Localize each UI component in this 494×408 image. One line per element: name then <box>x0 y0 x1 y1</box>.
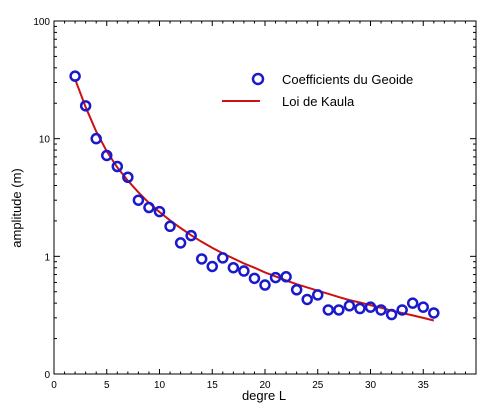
x-tick-label: 30 <box>365 380 377 391</box>
data-point <box>90 132 102 145</box>
x-tick-label: 5 <box>104 380 110 391</box>
data-point <box>185 229 197 242</box>
data-point <box>301 293 313 306</box>
y-tick-label: 100 <box>33 17 50 28</box>
data-point <box>101 149 113 162</box>
data-point <box>428 307 440 319</box>
legend-label-kaula: Loi de Kaula <box>282 94 355 109</box>
data-point <box>79 100 92 112</box>
data-point <box>132 194 145 206</box>
data-point <box>248 272 261 285</box>
data-point <box>290 284 303 296</box>
data-point <box>312 289 324 301</box>
series-kaula <box>74 78 435 322</box>
data-point <box>122 171 134 183</box>
data-point <box>417 301 429 313</box>
legend-marker-geoide <box>251 72 265 86</box>
x-tick-label: 0 <box>51 380 57 391</box>
data-point <box>343 300 356 312</box>
data-point <box>69 70 81 82</box>
data-point <box>406 297 419 309</box>
data-point <box>164 220 176 233</box>
y-axis-label: amplitude (m) <box>9 168 24 247</box>
y-axis-ticks: 0 1 10 100 <box>33 17 476 381</box>
x-tick-label: 15 <box>207 380 219 391</box>
data-point <box>322 304 335 316</box>
data-point <box>143 201 155 214</box>
y-tick-label: 1 <box>44 252 50 263</box>
x-tick-label: 35 <box>418 380 430 391</box>
data-point <box>238 265 250 277</box>
legend: Coefficients du Geoide Loi de Kaula <box>222 72 413 109</box>
data-point <box>385 308 398 321</box>
data-point <box>375 304 387 316</box>
data-point <box>217 252 229 264</box>
data-point <box>195 253 208 265</box>
data-point <box>111 160 124 173</box>
x-tick-label: 20 <box>259 380 271 391</box>
data-point <box>259 279 271 291</box>
data-point <box>280 271 292 283</box>
kaula-line <box>74 78 435 322</box>
data-point <box>364 301 377 313</box>
x-axis-label: degre L <box>242 388 286 403</box>
data-point <box>396 304 408 316</box>
legend-label-geoide: Coefficients du Geoide <box>282 72 413 87</box>
y-tick-label: 0 <box>44 370 50 381</box>
y-tick-label: 10 <box>39 135 51 146</box>
x-tick-label: 25 <box>312 380 324 391</box>
data-point <box>269 271 282 284</box>
data-point <box>206 260 218 273</box>
data-point <box>174 237 187 249</box>
series-geoide <box>69 70 440 321</box>
data-point <box>227 261 240 274</box>
data-point <box>354 302 366 315</box>
x-axis-ticks: 0 5 10 15 20 25 30 35 <box>51 21 466 391</box>
data-point <box>333 304 345 316</box>
data-point <box>153 205 166 218</box>
x-tick-label: 10 <box>154 380 166 391</box>
